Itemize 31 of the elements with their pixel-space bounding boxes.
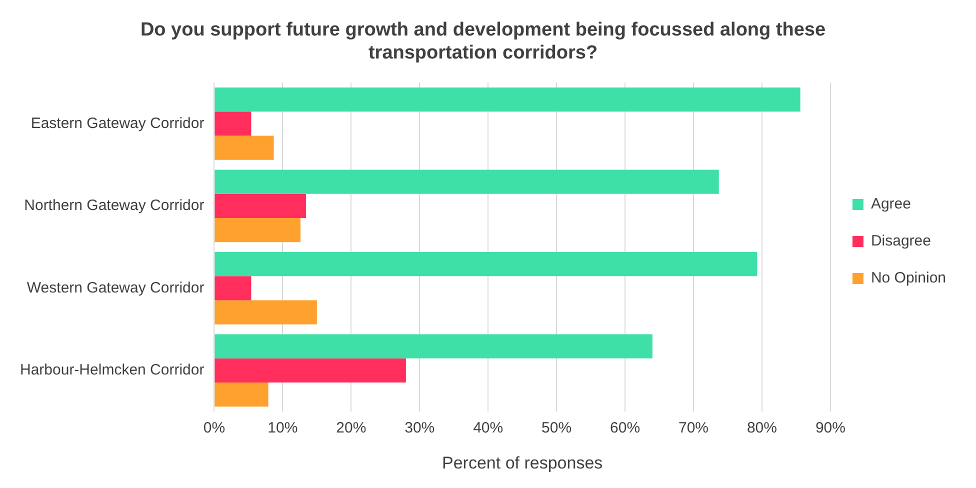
x-tick-label: 20%: [336, 420, 366, 437]
x-tick-label: 40%: [473, 420, 504, 437]
bar: [214, 300, 317, 324]
y-tick-label: Western Gateway Corridor: [26, 279, 204, 296]
bar: [214, 276, 252, 300]
x-tick-label: 90%: [815, 420, 846, 437]
bar: [214, 194, 306, 218]
bar: [214, 252, 758, 276]
y-tick-label: Harbour-Helmcken Corridor: [20, 362, 204, 379]
x-tick-label: 50%: [542, 420, 572, 437]
legend-label: Disagree: [870, 232, 931, 250]
chart-title: Do you support future growth and development being focussed along these transportation corridors?: [140, 20, 826, 64]
x-tick-label: 10%: [268, 420, 298, 437]
x-tick-label: 30%: [404, 420, 435, 437]
y-tick-label: Eastern Gateway Corridor: [30, 114, 204, 132]
bar: [214, 382, 268, 407]
bar: [214, 88, 800, 112]
legend-label: Agree: [870, 196, 911, 213]
x-axis-title: Percent of responses: [442, 453, 603, 472]
x-tick-label: 0%: [203, 420, 226, 437]
bar: [214, 334, 652, 358]
bar: [214, 136, 274, 160]
x-tick-label: 60%: [610, 420, 640, 437]
x-tick-label: 70%: [678, 420, 709, 437]
bar: [214, 170, 719, 194]
bar: [214, 358, 406, 383]
legend-label: No Opinion: [870, 270, 946, 287]
y-tick-label: Northern Gateway Corridor: [24, 197, 204, 214]
bar: [214, 218, 300, 242]
bar: [214, 112, 252, 136]
x-tick-label: 80%: [746, 420, 777, 437]
